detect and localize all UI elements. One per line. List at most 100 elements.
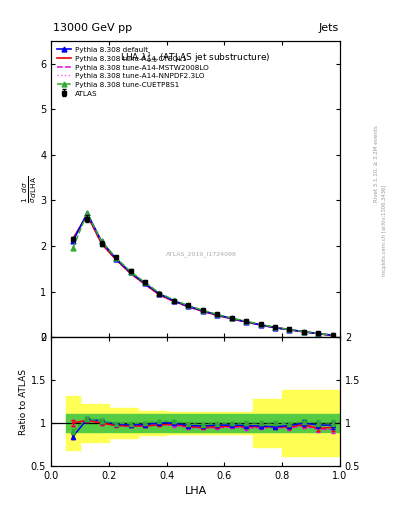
Line: Pythia 8.308 default: Pythia 8.308 default (70, 211, 335, 337)
Pythia 8.308 tune-CUETP8S1 (287, 327, 292, 333)
Pythia 8.308 tune-A14-CTEQL1 (301, 329, 306, 335)
Pythia 8.308 tune-A14-CTEQL1 (244, 319, 248, 325)
Pythia 8.308 tune-CUETP8S1 (258, 322, 263, 328)
Pythia 8.308 tune-A14-CTEQL1 (215, 312, 220, 318)
Pythia 8.308 tune-A14-MSTW2008LO (215, 312, 220, 318)
Text: LHA $\lambda^1_{0.5}$ (ATLAS jet substructure): LHA $\lambda^1_{0.5}$ (ATLAS jet substru… (120, 50, 271, 65)
Pythia 8.308 tune-CUETP8S1 (186, 303, 191, 309)
Pythia 8.308 default (244, 318, 248, 325)
Pythia 8.308 tune-CUETP8S1 (171, 297, 176, 303)
Pythia 8.308 default (186, 303, 191, 309)
Pythia 8.308 tune-CUETP8S1 (244, 318, 248, 324)
Pythia 8.308 tune-A14-CTEQL1 (99, 241, 104, 247)
Pythia 8.308 default (215, 312, 220, 318)
Pythia 8.308 tune-A14-MSTW2008LO (229, 316, 234, 322)
Pythia 8.308 tune-A14-CTEQL1 (229, 315, 234, 322)
Pythia 8.308 tune-A14-NNPDF2.3LO (273, 325, 277, 331)
Pythia 8.308 tune-A14-CTEQL1 (331, 332, 335, 338)
Pythia 8.308 tune-CUETP8S1 (301, 329, 306, 335)
Pythia 8.308 default (157, 291, 162, 297)
Pythia 8.308 tune-A14-NNPDF2.3LO (186, 304, 191, 310)
Pythia 8.308 tune-A14-CTEQL1 (258, 322, 263, 328)
Pythia 8.308 tune-A14-MSTW2008LO (85, 212, 90, 218)
Pythia 8.308 default (143, 280, 147, 286)
Pythia 8.308 tune-A14-CTEQL1 (85, 212, 90, 218)
Text: Rivet 3.1.10, ≥ 3.2M events: Rivet 3.1.10, ≥ 3.2M events (374, 125, 379, 202)
Pythia 8.308 tune-A14-NNPDF2.3LO (215, 312, 220, 318)
Pythia 8.308 tune-A14-MSTW2008LO (287, 327, 292, 333)
Pythia 8.308 tune-A14-NNPDF2.3LO (331, 332, 335, 338)
Pythia 8.308 default (273, 325, 277, 331)
Pythia 8.308 tune-A14-NNPDF2.3LO (128, 270, 133, 276)
Pythia 8.308 tune-A14-MSTW2008LO (128, 270, 133, 276)
Line: Pythia 8.308 tune-A14-NNPDF2.3LO: Pythia 8.308 tune-A14-NNPDF2.3LO (73, 215, 333, 335)
Pythia 8.308 tune-CUETP8S1 (215, 311, 220, 317)
Pythia 8.308 tune-A14-MSTW2008LO (244, 319, 248, 325)
Pythia 8.308 tune-CUETP8S1 (99, 239, 104, 245)
Pythia 8.308 tune-A14-NNPDF2.3LO (200, 308, 205, 314)
Pythia 8.308 tune-CUETP8S1 (229, 315, 234, 321)
Pythia 8.308 tune-A14-CTEQL1 (128, 270, 133, 276)
Pythia 8.308 tune-A14-MSTW2008LO (186, 304, 191, 310)
Pythia 8.308 default (114, 255, 118, 262)
Pythia 8.308 tune-A14-NNPDF2.3LO (301, 329, 306, 335)
Pythia 8.308 default (301, 329, 306, 335)
Line: Pythia 8.308 tune-A14-MSTW2008LO: Pythia 8.308 tune-A14-MSTW2008LO (73, 215, 333, 335)
Pythia 8.308 tune-A14-MSTW2008LO (301, 329, 306, 335)
Pythia 8.308 tune-A14-MSTW2008LO (157, 292, 162, 298)
Pythia 8.308 tune-A14-NNPDF2.3LO (114, 257, 118, 263)
Pythia 8.308 tune-CUETP8S1 (143, 280, 147, 286)
Pythia 8.308 tune-A14-NNPDF2.3LO (229, 315, 234, 322)
Pythia 8.308 tune-A14-CTEQL1 (143, 281, 147, 287)
Pythia 8.308 tune-A14-CTEQL1 (171, 298, 176, 304)
Pythia 8.308 tune-CUETP8S1 (114, 255, 118, 261)
Pythia 8.308 tune-A14-MSTW2008LO (316, 331, 321, 337)
Pythia 8.308 tune-A14-MSTW2008LO (258, 322, 263, 328)
Pythia 8.308 tune-A14-NNPDF2.3LO (99, 241, 104, 247)
Pythia 8.308 default (200, 308, 205, 314)
Legend: Pythia 8.308 default, Pythia 8.308 tune-A14-CTEQL1, Pythia 8.308 tune-A14-MSTW20: Pythia 8.308 default, Pythia 8.308 tune-… (54, 44, 211, 99)
Pythia 8.308 tune-A14-NNPDF2.3LO (287, 327, 292, 333)
Pythia 8.308 default (70, 239, 75, 245)
Pythia 8.308 tune-A14-NNPDF2.3LO (244, 319, 248, 325)
Pythia 8.308 tune-A14-CTEQL1 (316, 331, 321, 337)
Pythia 8.308 tune-A14-MSTW2008LO (99, 241, 104, 247)
Pythia 8.308 tune-CUETP8S1 (85, 210, 90, 216)
Pythia 8.308 default (99, 239, 104, 245)
Pythia 8.308 tune-CUETP8S1 (331, 332, 335, 338)
Text: 13000 GeV pp: 13000 GeV pp (53, 23, 132, 33)
Pythia 8.308 tune-A14-MSTW2008LO (143, 281, 147, 287)
Pythia 8.308 tune-A14-CTEQL1 (186, 304, 191, 310)
Pythia 8.308 tune-A14-CTEQL1 (273, 325, 277, 331)
Pythia 8.308 tune-A14-CTEQL1 (287, 327, 292, 333)
Pythia 8.308 default (229, 315, 234, 322)
Pythia 8.308 tune-A14-MSTW2008LO (200, 308, 205, 314)
Line: Pythia 8.308 tune-CUETP8S1: Pythia 8.308 tune-CUETP8S1 (70, 211, 335, 337)
Pythia 8.308 tune-A14-CTEQL1 (157, 292, 162, 298)
X-axis label: LHA: LHA (184, 486, 207, 496)
Pythia 8.308 default (85, 210, 90, 216)
Pythia 8.308 tune-A14-MSTW2008LO (331, 332, 335, 338)
Line: Pythia 8.308 tune-A14-CTEQL1: Pythia 8.308 tune-A14-CTEQL1 (73, 215, 333, 335)
Pythia 8.308 tune-A14-CTEQL1 (114, 257, 118, 263)
Pythia 8.308 tune-A14-NNPDF2.3LO (70, 236, 75, 242)
Pythia 8.308 tune-A14-NNPDF2.3LO (143, 281, 147, 287)
Pythia 8.308 tune-A14-MSTW2008LO (273, 325, 277, 331)
Text: ATLAS_2019_I1724098: ATLAS_2019_I1724098 (166, 251, 237, 257)
Pythia 8.308 tune-A14-MSTW2008LO (171, 298, 176, 305)
Y-axis label: Ratio to ATLAS: Ratio to ATLAS (19, 369, 28, 435)
Pythia 8.308 default (171, 297, 176, 304)
Pythia 8.308 tune-CUETP8S1 (128, 268, 133, 274)
Pythia 8.308 default (128, 269, 133, 275)
Pythia 8.308 tune-A14-NNPDF2.3LO (316, 331, 321, 337)
Pythia 8.308 tune-CUETP8S1 (70, 245, 75, 251)
Pythia 8.308 default (258, 322, 263, 328)
Pythia 8.308 tune-A14-NNPDF2.3LO (85, 212, 90, 218)
Pythia 8.308 default (287, 327, 292, 333)
Pythia 8.308 tune-A14-NNPDF2.3LO (258, 322, 263, 328)
Pythia 8.308 default (316, 331, 321, 337)
Pythia 8.308 tune-A14-NNPDF2.3LO (171, 298, 176, 305)
Pythia 8.308 tune-CUETP8S1 (200, 307, 205, 313)
Text: Jets: Jets (319, 23, 339, 33)
Pythia 8.308 tune-CUETP8S1 (316, 330, 321, 336)
